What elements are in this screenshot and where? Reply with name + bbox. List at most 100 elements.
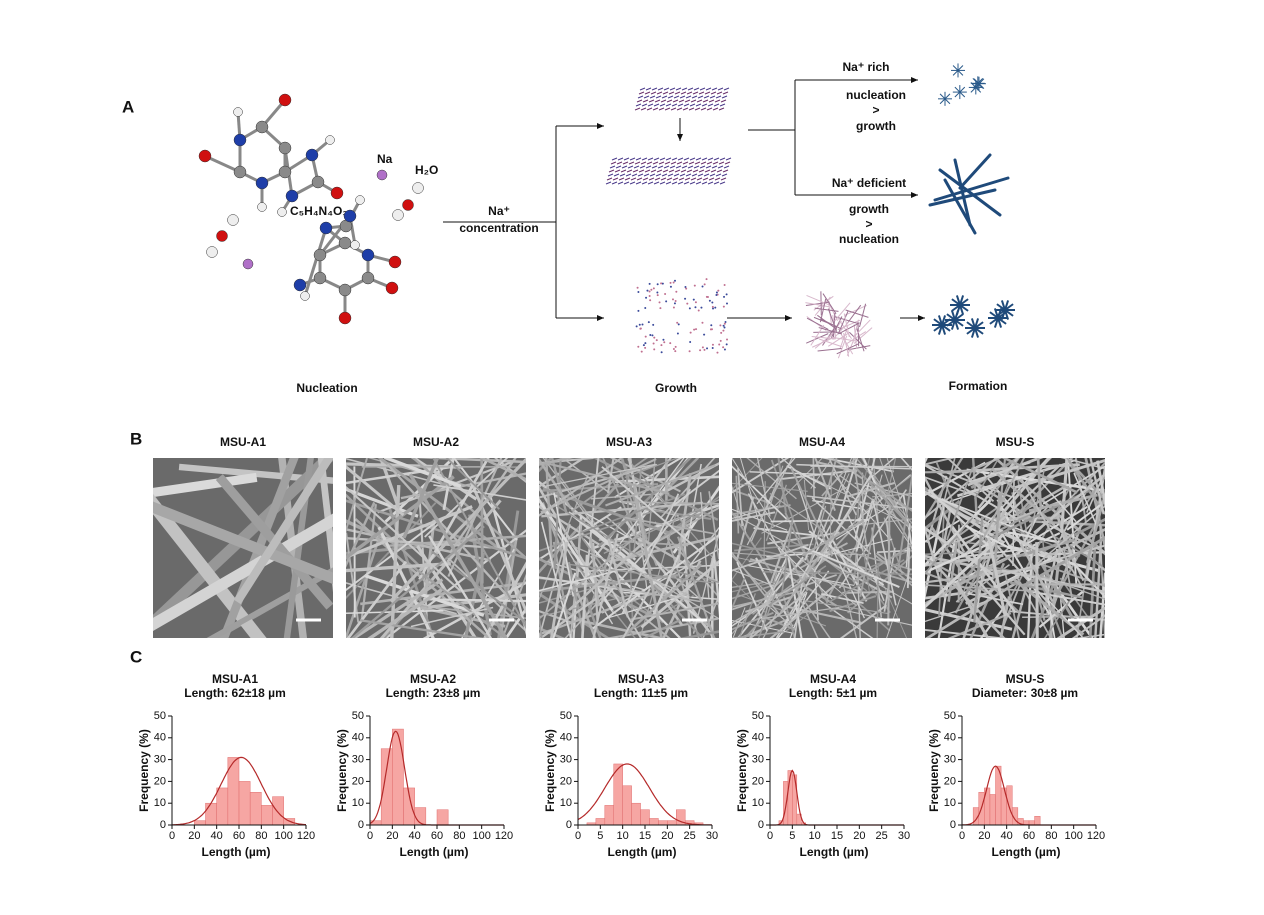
fiber bbox=[390, 485, 401, 638]
molecule-dot bbox=[648, 295, 651, 298]
fiber bbox=[745, 595, 793, 613]
y-tick-label: 40 bbox=[560, 732, 572, 744]
atom bbox=[376, 169, 388, 181]
aggregate-strand bbox=[817, 314, 838, 330]
aggregate-strand bbox=[843, 333, 850, 357]
molecule-dot bbox=[652, 287, 655, 290]
fiber bbox=[829, 478, 832, 538]
molecule-dot bbox=[723, 284, 726, 287]
sem-content bbox=[732, 458, 912, 638]
crystal-strand bbox=[679, 95, 686, 99]
fiber bbox=[569, 519, 583, 638]
fiber bbox=[852, 543, 912, 583]
atom bbox=[277, 207, 287, 217]
crystal-strand bbox=[705, 87, 712, 91]
bar bbox=[792, 774, 798, 826]
crystal-strand bbox=[723, 165, 730, 169]
crystal-strand bbox=[701, 181, 708, 185]
fiber bbox=[925, 476, 980, 498]
fiber bbox=[856, 553, 861, 638]
x-tick-label: 5 bbox=[789, 830, 795, 842]
crystal-strand bbox=[629, 181, 636, 185]
fit-curve bbox=[577, 763, 713, 826]
crystal-strand bbox=[668, 169, 675, 173]
molecule-dot bbox=[648, 290, 651, 293]
aggregate-strand bbox=[846, 333, 857, 356]
fiber bbox=[418, 458, 490, 581]
sphere-spike bbox=[1004, 303, 1014, 311]
crystal-strand bbox=[647, 157, 654, 161]
bar bbox=[1006, 785, 1013, 826]
fiber bbox=[871, 458, 896, 478]
fiber bbox=[539, 497, 614, 612]
y-tick-label: 50 bbox=[560, 710, 572, 722]
fiber bbox=[925, 584, 1035, 592]
fiber bbox=[1036, 458, 1042, 507]
crystal-strand bbox=[712, 107, 719, 111]
fiber bbox=[449, 458, 517, 553]
x-tick-label: 100 bbox=[1064, 830, 1082, 842]
crystal-strand bbox=[675, 165, 682, 169]
sem-image bbox=[925, 458, 1105, 638]
fiber bbox=[692, 529, 719, 634]
crystal-strand bbox=[683, 103, 690, 107]
crystal-strand bbox=[629, 157, 636, 161]
fiber bbox=[732, 631, 784, 638]
molecule-dot bbox=[674, 300, 677, 303]
molecule-dot bbox=[694, 301, 697, 304]
fiber bbox=[1028, 493, 1098, 513]
fiber bbox=[981, 458, 1026, 542]
fiber bbox=[1062, 546, 1073, 598]
fiber bbox=[854, 482, 912, 497]
fiber bbox=[553, 458, 562, 569]
fiber bbox=[845, 482, 895, 498]
y-tick-label: 50 bbox=[944, 710, 956, 722]
x-axis-label: Length (µm) bbox=[400, 845, 469, 859]
crystal-strand bbox=[660, 99, 667, 103]
atom bbox=[242, 258, 254, 270]
fiber bbox=[925, 458, 998, 520]
crystal-strand bbox=[678, 99, 685, 103]
crystal-strand bbox=[706, 107, 713, 111]
y-tick-label: 0 bbox=[566, 819, 572, 831]
crystal-strand bbox=[611, 157, 618, 161]
x-tick-label: 60 bbox=[1023, 830, 1035, 842]
crystal-strand bbox=[653, 181, 660, 185]
aggregate-strand bbox=[812, 336, 835, 348]
fiber bbox=[581, 554, 589, 638]
molecule-dot bbox=[715, 291, 718, 294]
crystal-strand bbox=[704, 91, 711, 95]
x-tick-label: 0 bbox=[767, 830, 773, 842]
small-crystal bbox=[952, 65, 964, 76]
aggregate-strand bbox=[818, 327, 843, 335]
bar bbox=[261, 805, 273, 826]
crystal-strand bbox=[641, 103, 648, 107]
sample-label: MSU-A1 bbox=[220, 435, 266, 449]
fiber bbox=[622, 501, 719, 505]
fiber bbox=[1045, 527, 1105, 559]
x-tick-label: 15 bbox=[639, 830, 651, 842]
atom bbox=[355, 195, 365, 205]
fiber bbox=[767, 601, 862, 624]
molecule-dot bbox=[722, 324, 725, 327]
crystal-strand bbox=[659, 181, 666, 185]
y-tick-label: 30 bbox=[560, 754, 572, 766]
crystal-strand bbox=[708, 177, 715, 181]
y-tick-label: 40 bbox=[352, 732, 364, 744]
aggregate-strand bbox=[813, 295, 834, 311]
fiber bbox=[539, 458, 575, 466]
crystal-strand bbox=[679, 173, 686, 177]
bar bbox=[272, 796, 284, 826]
molecule-dot bbox=[649, 299, 652, 302]
crystal-strand bbox=[684, 177, 691, 181]
bar bbox=[1034, 816, 1041, 826]
molecule-dot bbox=[660, 282, 663, 285]
crystal-strand bbox=[688, 161, 695, 165]
crystal-strand bbox=[708, 99, 715, 103]
crystal-strand bbox=[673, 95, 680, 99]
fiber bbox=[925, 458, 964, 521]
fiber bbox=[746, 564, 855, 586]
molecule-dot bbox=[717, 289, 720, 292]
x-tick-label: 120 bbox=[495, 830, 513, 842]
